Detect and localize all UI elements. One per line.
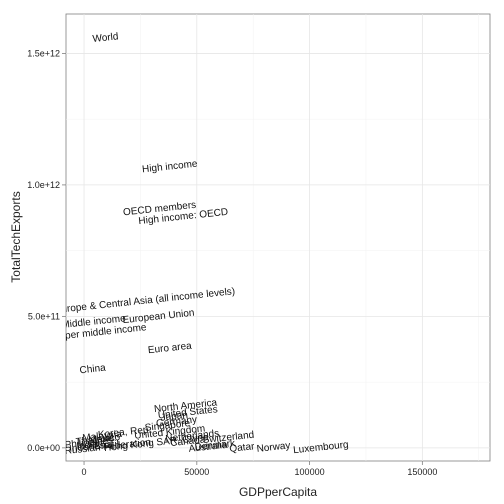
- x-axis-title: GDPperCapita: [239, 485, 317, 499]
- data-point-label: Denmark: [194, 438, 236, 453]
- data-point-label: Qatar: [229, 441, 256, 455]
- x-tick-label: 100000: [295, 467, 325, 477]
- data-point-label: Norway: [256, 440, 291, 454]
- data-point-label: China: [79, 363, 107, 377]
- data-point-label: Thailand: [75, 433, 114, 448]
- y-tick-label: 5.0e+11: [28, 311, 60, 321]
- data-point-label: Malaysia: [82, 429, 123, 444]
- y-tick-label: 1.0e+12: [27, 180, 60, 190]
- minor-gridlines: [66, 14, 490, 461]
- x-tick-label: 50000: [184, 467, 209, 477]
- data-point-label: Mexico: [88, 432, 121, 446]
- data-point-label: Euro area: [147, 341, 192, 357]
- y-axis-title: TotalTechExports: [9, 191, 23, 282]
- data-point-label: World: [92, 31, 119, 45]
- major-gridlines: [66, 14, 490, 461]
- data-point-label: Philippines: [64, 435, 113, 451]
- data-point-label: Switzerland: [202, 430, 255, 446]
- data-point-label: Japan: [160, 410, 188, 424]
- plot-panel: [65, 13, 491, 462]
- data-point-label: India: [76, 439, 99, 452]
- data-point-label: Australia: [188, 440, 228, 455]
- data-point-label: Canada: [170, 434, 206, 449]
- y-tick-label: 1.5e+12: [27, 48, 60, 58]
- data-point-label: Germany: [156, 414, 198, 429]
- data-point-label: Singapore: [144, 418, 191, 434]
- data-point-label: Indonesia: [69, 439, 114, 455]
- x-tick-label: 150000: [407, 467, 437, 477]
- x-axis-ticks: 0 50000 100000 150000: [82, 461, 437, 477]
- y-tick-label: 0.0e+00: [27, 443, 60, 453]
- x-tick-label: 0: [82, 467, 87, 477]
- y-axis-ticks: 0.0e+00 5.0e+11 1.0e+12 1.5e+12: [27, 48, 66, 453]
- data-point-label: Brazil: [94, 439, 120, 453]
